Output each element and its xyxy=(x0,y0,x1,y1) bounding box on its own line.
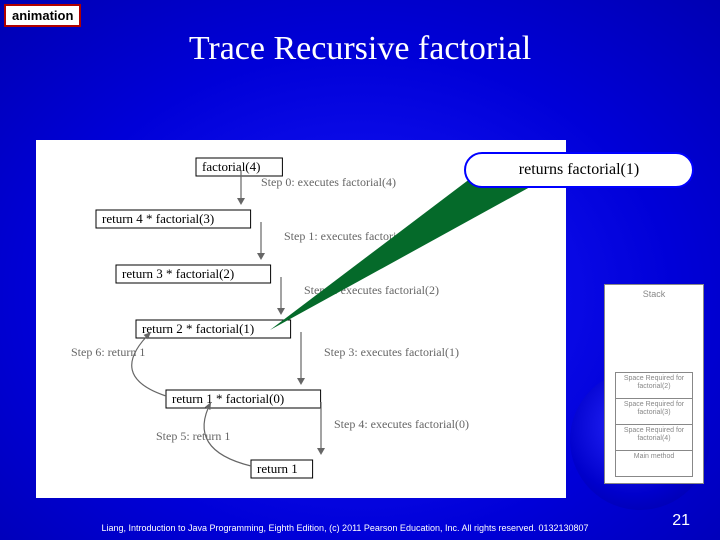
callout-text: returns factorial(1) xyxy=(519,161,639,179)
svg-text:return 4 * factorial(3): return 4 * factorial(3) xyxy=(102,211,214,226)
stack-frame: Main method xyxy=(616,450,692,476)
svg-text:Step 5: return 1: Step 5: return 1 xyxy=(156,429,230,443)
animation-tag: animation xyxy=(4,4,81,27)
page-number: 21 xyxy=(672,512,690,530)
page-title: Trace Recursive factorial xyxy=(0,30,720,68)
svg-text:Step 6: return 1: Step 6: return 1 xyxy=(71,345,145,359)
stack-cells: Space Required for factorial(2)Space Req… xyxy=(615,372,693,477)
stack-label: Stack xyxy=(605,289,703,299)
callout-bubble: returns factorial(1) xyxy=(464,152,694,188)
svg-text:return 1: return 1 xyxy=(257,461,298,476)
footer-text: Liang, Introduction to Java Programming,… xyxy=(90,523,600,534)
svg-text:factorial(4): factorial(4) xyxy=(202,159,260,174)
svg-text:return 2 * factorial(1): return 2 * factorial(1) xyxy=(142,321,254,336)
slide: animation Trace Recursive factorial retu… xyxy=(0,0,720,540)
callout-tail xyxy=(270,175,530,355)
stack-frame: Space Required for factorial(4) xyxy=(616,424,692,450)
stack-frame: Space Required for factorial(3) xyxy=(616,398,692,424)
svg-text:return 3 * factorial(2): return 3 * factorial(2) xyxy=(122,266,234,281)
stack-frame: Space Required for factorial(2) xyxy=(616,372,692,398)
svg-text:return 1 * factorial(0): return 1 * factorial(0) xyxy=(172,391,284,406)
svg-text:Step 4: executes factorial(0): Step 4: executes factorial(0) xyxy=(334,417,469,431)
stack-box: Stack Space Required for factorial(2)Spa… xyxy=(604,284,704,484)
